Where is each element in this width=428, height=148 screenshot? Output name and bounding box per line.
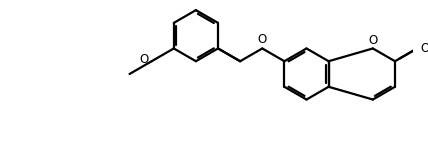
Text: O: O — [139, 53, 149, 66]
Text: O: O — [368, 34, 377, 47]
Text: O: O — [420, 42, 428, 55]
Text: O: O — [258, 33, 267, 46]
